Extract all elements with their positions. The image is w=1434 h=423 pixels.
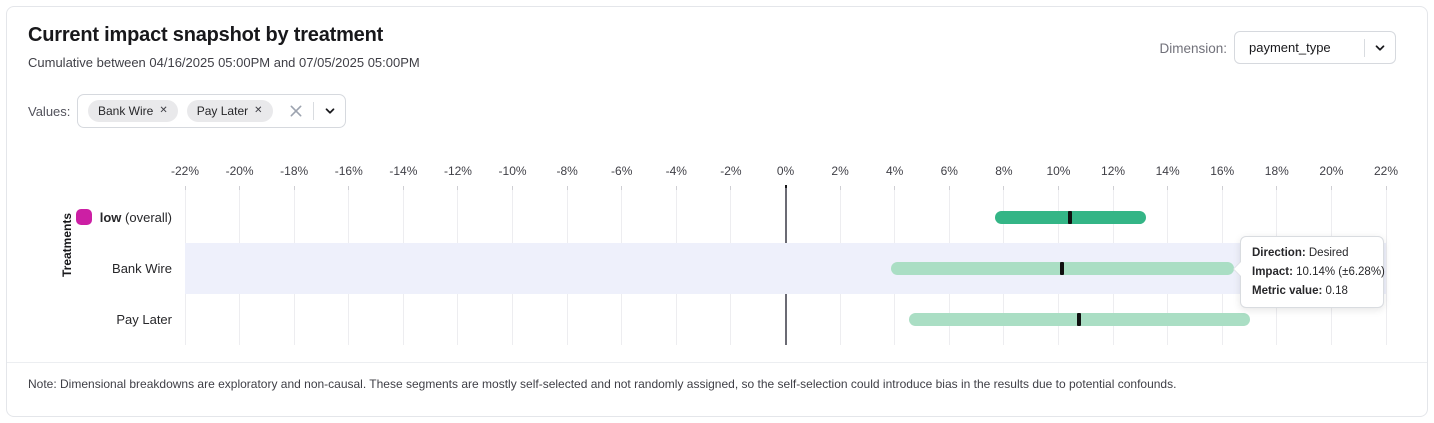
footer-divider xyxy=(7,362,1427,363)
x-axis-tick-label: -10% xyxy=(498,164,527,178)
x-axis-tick-label: -18% xyxy=(280,164,309,178)
chip-label: Bank Wire xyxy=(98,104,154,118)
page-title: Current impact snapshot by treatment xyxy=(28,24,384,46)
impact-tooltip: Direction: Desired Impact: 10.14% (±6.28… xyxy=(1234,236,1385,308)
x-axis-tick-label: 2% xyxy=(831,164,849,178)
dimension-selected-value: payment_type xyxy=(1249,40,1331,55)
tooltip-arrow xyxy=(1234,262,1241,276)
x-axis-tick-label: -22% xyxy=(170,164,200,178)
card-background xyxy=(6,6,1428,417)
x-axis-tick-label: -6% xyxy=(611,164,633,178)
date-range-subtitle: Cumulative between 04/16/2025 05:00PM an… xyxy=(28,55,420,70)
x-axis-tick-label: 20% xyxy=(1319,164,1344,178)
row-label-text: low (overall) xyxy=(99,209,172,225)
x-axis-tick-label: -4% xyxy=(665,164,687,178)
x-axis-tick-label: -8% xyxy=(556,164,578,178)
chip-label: Pay Later xyxy=(196,104,249,118)
x-axis-tick-label: -14% xyxy=(389,164,418,178)
tooltip-impact-value: 10.14% (±6.28%) xyxy=(1296,266,1385,278)
selected-value-chips: Bank Wire ✕ Pay Later ✕ xyxy=(88,100,273,122)
row-label-pay-later: Pay Later xyxy=(116,311,172,327)
row-label-bank-wire: Bank Wire xyxy=(112,260,172,276)
value-chip-bank-wire[interactable]: Bank Wire ✕ xyxy=(88,100,178,122)
disclaimer-note: Note: Dimensional breakdowns are explora… xyxy=(28,377,1177,391)
values-label: Values: xyxy=(28,104,71,119)
x-axis-tick-label: -12% xyxy=(443,164,472,178)
x-axis-tick-label: 16% xyxy=(1210,164,1235,178)
values-multiselect[interactable]: Bank Wire ✕ Pay Later ✕ xyxy=(77,94,346,128)
gridline xyxy=(1385,190,1387,345)
tooltip-direction-line: Direction: Desired xyxy=(1252,245,1372,261)
tooltip-metric-value: 0.18 xyxy=(1325,285,1348,297)
tooltip-metric-label: Metric value: xyxy=(1252,285,1323,297)
x-axis-tick-label: 10% xyxy=(1046,164,1071,178)
x-axis-tick-label: -2% xyxy=(720,164,742,178)
metric-legend-swatch xyxy=(75,209,92,225)
x-axis-tick-label: 4% xyxy=(886,164,904,178)
x-axis-tick-label: -20% xyxy=(225,164,254,178)
x-axis-tick-label: 14% xyxy=(1155,164,1180,178)
row-label-low: low (overall) xyxy=(0,207,172,227)
x-axis-tick-label: 8% xyxy=(995,164,1013,178)
impact-point-marker xyxy=(1068,210,1073,224)
tooltip-impact-label: Impact: xyxy=(1252,266,1293,278)
x-axis-tick-label: 6% xyxy=(940,164,958,178)
select-divider xyxy=(1364,38,1365,57)
x-axis-tick-label: -16% xyxy=(334,164,363,178)
chevron-down-icon[interactable] xyxy=(322,104,337,118)
clear-all-icon[interactable] xyxy=(288,103,304,119)
tooltip-metric-line: Metric value: 0.18 xyxy=(1252,283,1372,299)
value-chip-pay-later[interactable]: Pay Later ✕ xyxy=(186,100,273,122)
chip-remove-icon[interactable]: ✕ xyxy=(254,105,263,116)
impact-point-marker xyxy=(1077,312,1082,326)
tooltip-direction-label: Direction: xyxy=(1252,247,1306,259)
chip-remove-icon[interactable]: ✕ xyxy=(159,105,168,116)
select-divider xyxy=(312,102,314,120)
x-axis-tick-label: 0% xyxy=(776,164,795,178)
dimension-select[interactable]: payment_type xyxy=(1234,31,1396,64)
chevron-down-icon[interactable] xyxy=(1365,41,1395,55)
x-axis-tick-label: 22% xyxy=(1373,164,1399,178)
tooltip-direction-value: Desired xyxy=(1308,247,1349,259)
x-axis-tick-label: 18% xyxy=(1264,164,1289,178)
tooltip-impact-line: Impact: 10.14% (±6.28%) xyxy=(1252,264,1385,280)
x-axis-tick-label: 12% xyxy=(1101,164,1126,178)
dimension-label: Dimension: xyxy=(1159,41,1227,56)
impact-point-marker xyxy=(1060,261,1065,275)
